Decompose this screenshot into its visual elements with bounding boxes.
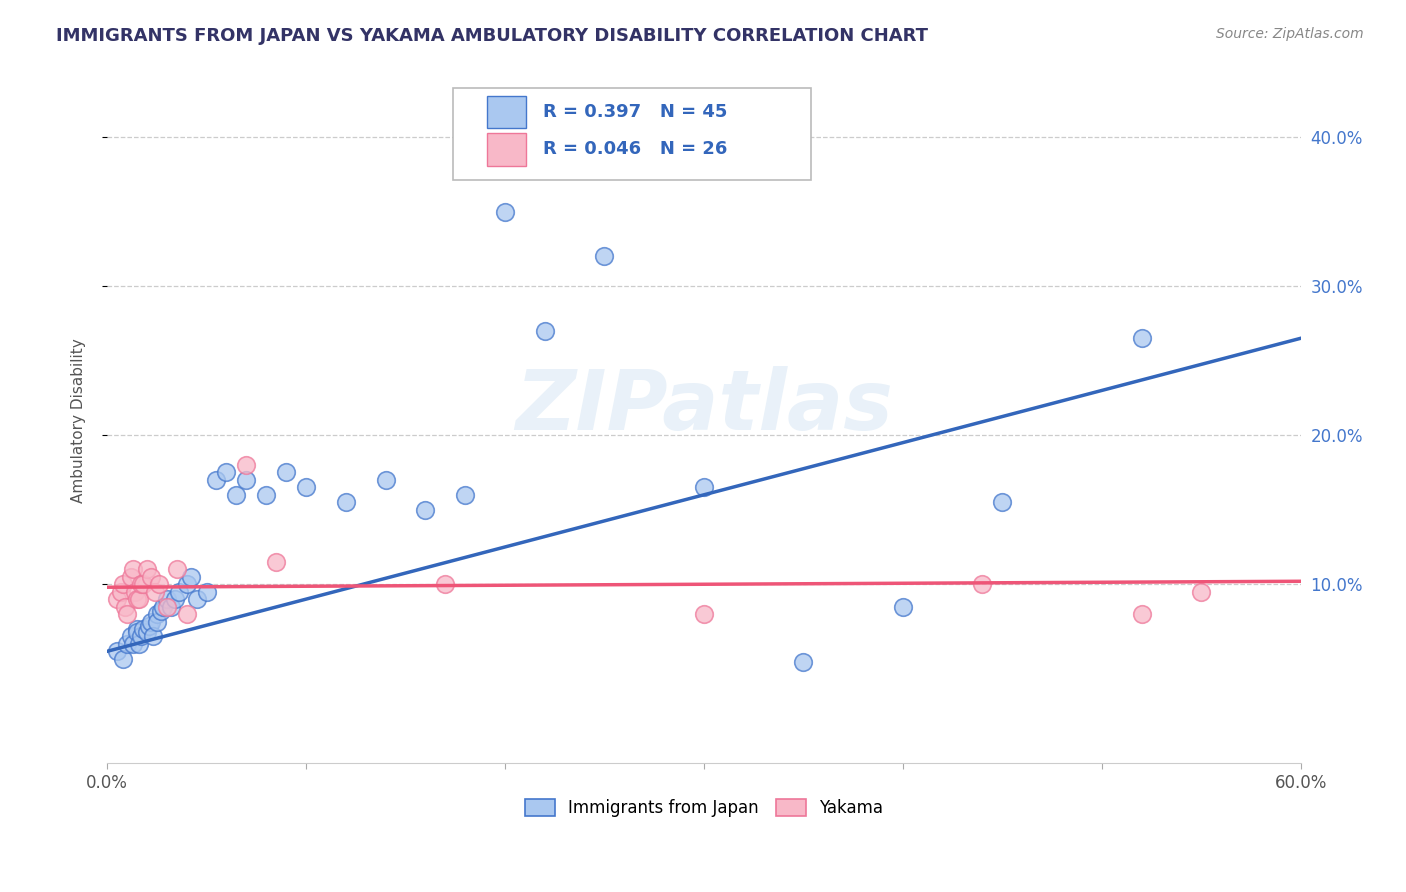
Point [374,473,396,487]
Point [129,629,152,643]
Point [142,629,165,643]
Point [593,249,616,263]
Point [146,615,169,629]
Point [115,607,138,621]
Point [152,599,174,614]
Point [132,622,155,636]
Point [111,577,134,591]
Point [125,624,148,639]
Point [264,555,287,569]
Point [533,324,555,338]
Point [205,473,228,487]
Point [115,637,138,651]
Point [176,607,198,621]
Text: R = 0.397   N = 45: R = 0.397 N = 45 [543,103,727,121]
Point [792,655,814,669]
Point [254,488,277,502]
Point [122,637,145,651]
Point [122,562,145,576]
Point [693,607,716,621]
Point [274,466,297,480]
Point [128,592,150,607]
FancyBboxPatch shape [486,133,526,166]
Point [128,637,150,651]
Point [132,577,155,591]
Point [434,577,457,591]
Point [124,584,146,599]
Point [215,466,238,480]
Point [167,584,190,599]
Point [148,577,170,591]
Point [114,599,136,614]
Point [156,592,179,607]
Point [693,480,716,494]
Point [176,577,198,591]
Point [146,607,169,621]
Point [186,592,208,607]
Point [1130,331,1153,345]
Point [225,488,247,502]
Point [129,577,152,591]
Point [235,473,257,487]
Point [891,599,914,614]
Text: ZIPatlas: ZIPatlas [515,366,893,447]
Legend: Immigrants from Japan, Yakama: Immigrants from Japan, Yakama [519,792,890,823]
FancyBboxPatch shape [486,95,526,128]
Point [166,562,188,576]
Point [120,629,142,643]
Text: IMMIGRANTS FROM JAPAN VS YAKAMA AMBULATORY DISABILITY CORRELATION CHART: IMMIGRANTS FROM JAPAN VS YAKAMA AMBULATO… [56,27,928,45]
Point [195,584,218,599]
Point [138,619,160,633]
Point [1189,584,1212,599]
Point [120,570,142,584]
Point [139,615,162,629]
Point [105,592,128,607]
Point [125,622,148,636]
Point [494,204,516,219]
Text: R = 0.046   N = 26: R = 0.046 N = 26 [543,140,727,158]
Point [111,652,134,666]
Point [972,577,994,591]
Point [235,458,257,472]
Point [415,502,437,516]
Point [454,488,477,502]
FancyBboxPatch shape [453,87,811,180]
Point [110,584,132,599]
Point [143,584,166,599]
Point [295,480,318,494]
Point [125,592,148,607]
Point [105,644,128,658]
Point [159,599,181,614]
Point [135,562,157,576]
Point [335,495,357,509]
Point [180,570,202,584]
Point [135,624,157,639]
Point [163,592,186,607]
Point [149,604,172,618]
Y-axis label: Ambulatory Disability: Ambulatory Disability [72,338,86,503]
Text: Source: ZipAtlas.com: Source: ZipAtlas.com [1216,27,1364,41]
Point [1130,607,1153,621]
Point [156,599,179,614]
Point [991,495,1014,509]
Point [139,570,162,584]
